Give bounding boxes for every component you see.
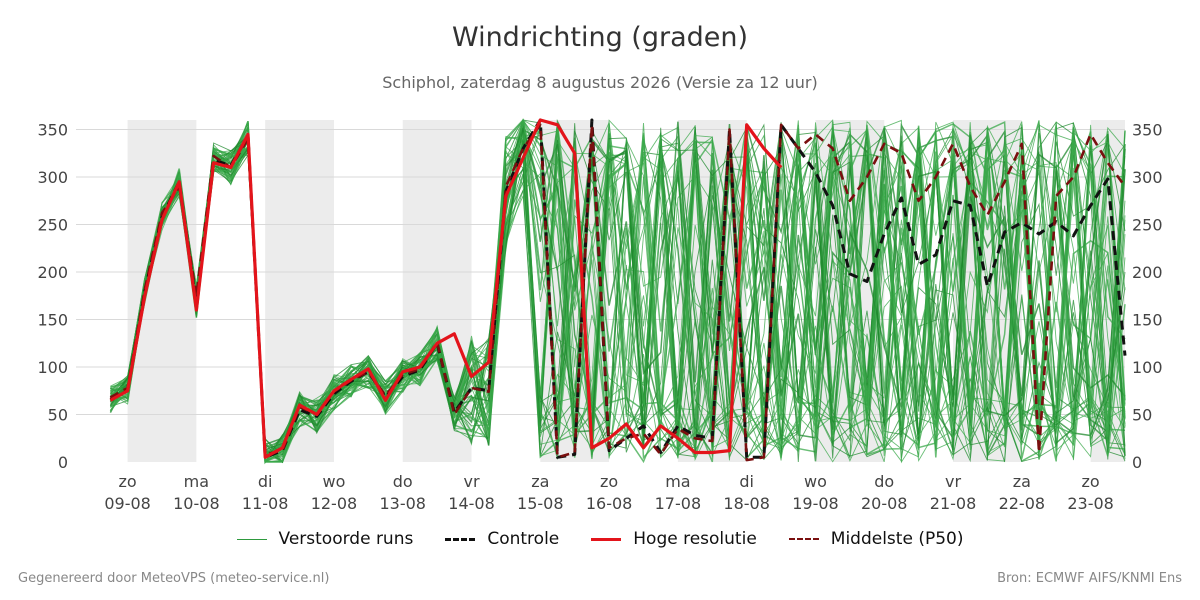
y-axis-right: 0 50 100 150 200 250 300 350 (1132, 121, 1163, 473)
legend-swatch-p50 (788, 538, 819, 540)
x-tick-date-8: 17-08 (655, 494, 702, 513)
x-tick-date-14: 23-08 (1067, 494, 1114, 513)
legend-label-ensemble: Verstoorde runs (278, 529, 414, 549)
ensemble-run-28 (109, 120, 1126, 463)
legend-swatch-controle (445, 537, 476, 541)
y-tick-right-50: 50 (1132, 406, 1152, 425)
main-series (109, 118, 1127, 462)
x-tick-date-12: 21-08 (930, 494, 977, 513)
x-tick-date-11: 20-08 (861, 494, 908, 513)
legend-swatch-ensemble (236, 538, 267, 540)
y-tick-left-350: 350 (37, 121, 68, 140)
legend-swatch-hoge-resolutie (591, 537, 622, 541)
legend-item-hoge-resolutie: Hoge resolutie (591, 529, 757, 549)
x-tick-date-6: 15-08 (517, 494, 564, 513)
y-tick-right-200: 200 (1132, 263, 1163, 282)
y-axis-left: 0 50 100 150 200 250 300 350 (37, 121, 68, 473)
y-tick-left-0: 0 (58, 453, 68, 472)
x-tick-date-1: 10-08 (173, 494, 220, 513)
x-tick-day-3: wo (323, 472, 346, 491)
series-line-middelste-p50 (109, 123, 1127, 462)
x-tick-day-11: do (874, 472, 894, 491)
legend-label-p50: Middelste (P50) (830, 529, 964, 549)
footer-source: Bron: ECMWF AIFS/KNMI Ens (997, 571, 1182, 586)
y-tick-left-100: 100 (37, 358, 68, 377)
x-tick-day-12: vr (945, 472, 961, 491)
x-tick-date-13: 22-08 (999, 494, 1046, 513)
ensemble-run-46 (110, 118, 1126, 459)
x-tick-day-2: di (258, 472, 273, 491)
x-tick-day-0: zo (118, 472, 136, 491)
x-tick-date-3: 12-08 (311, 494, 358, 513)
y-tick-right-350: 350 (1132, 121, 1163, 140)
legend-item-controle: Controle (445, 529, 559, 549)
series-line-hoge-resolutie (109, 118, 783, 459)
x-tick-day-5: vr (464, 472, 480, 491)
y-tick-right-300: 300 (1132, 168, 1163, 187)
x-tick-date-5: 14-08 (448, 494, 495, 513)
x-tick-day-7: zo (600, 472, 618, 491)
legend-item-p50: Middelste (P50) (788, 529, 964, 549)
ensemble-run-47 (110, 134, 1126, 464)
x-tick-day-8: ma (665, 472, 690, 491)
day-shade-0 (127, 120, 197, 462)
y-tick-left-300: 300 (37, 168, 68, 187)
y-tick-left-50: 50 (48, 406, 68, 425)
ensemble-run-43 (110, 121, 1126, 463)
y-tick-right-0: 0 (1132, 453, 1142, 472)
x-tick-date-9: 18-08 (723, 494, 770, 513)
y-tick-left-150: 150 (37, 311, 68, 330)
x-tick-date-4: 13-08 (379, 494, 426, 513)
x-tick-day-13: za (1013, 472, 1031, 491)
ensemble-run-49 (110, 119, 1126, 463)
x-tick-date-7: 16-08 (586, 494, 633, 513)
legend: Verstoorde runs Controle Hoge resolutie … (0, 529, 1200, 549)
x-axis: zo 09-08 ma 10-08 di 11-08 wo 12-08 do 13-08 vr 14-… (104, 472, 1114, 513)
x-tick-day-4: do (393, 472, 413, 491)
x-tick-day-14: zo (1082, 472, 1100, 491)
legend-label-controle: Controle (487, 529, 560, 549)
y-tick-right-100: 100 (1132, 358, 1163, 377)
y-tick-right-150: 150 (1132, 311, 1163, 330)
x-tick-day-1: ma (184, 472, 209, 491)
x-tick-date-2: 11-08 (242, 494, 289, 513)
y-tick-right-250: 250 (1132, 216, 1163, 235)
chart-subtitle: Schiphol, zaterdag 8 augustus 2026 (Vers… (382, 73, 818, 92)
x-tick-date-10: 19-08 (792, 494, 839, 513)
chart-title: Windrichting (graden) (451, 22, 749, 53)
footer-credit: Gegenereerd door MeteoVPS (meteo-service… (18, 571, 330, 586)
x-tick-day-10: wo (804, 472, 827, 491)
x-tick-day-9: di (739, 472, 754, 491)
y-tick-left-200: 200 (37, 263, 68, 282)
x-tick-date-0: 09-08 (104, 494, 151, 513)
legend-item-ensemble: Verstoorde runs (236, 529, 414, 549)
x-tick-day-6: za (531, 472, 549, 491)
ensemble-run-42 (110, 119, 1126, 459)
legend-label-hoge-resolutie: Hoge resolutie (633, 529, 757, 549)
y-tick-left-250: 250 (37, 216, 68, 235)
